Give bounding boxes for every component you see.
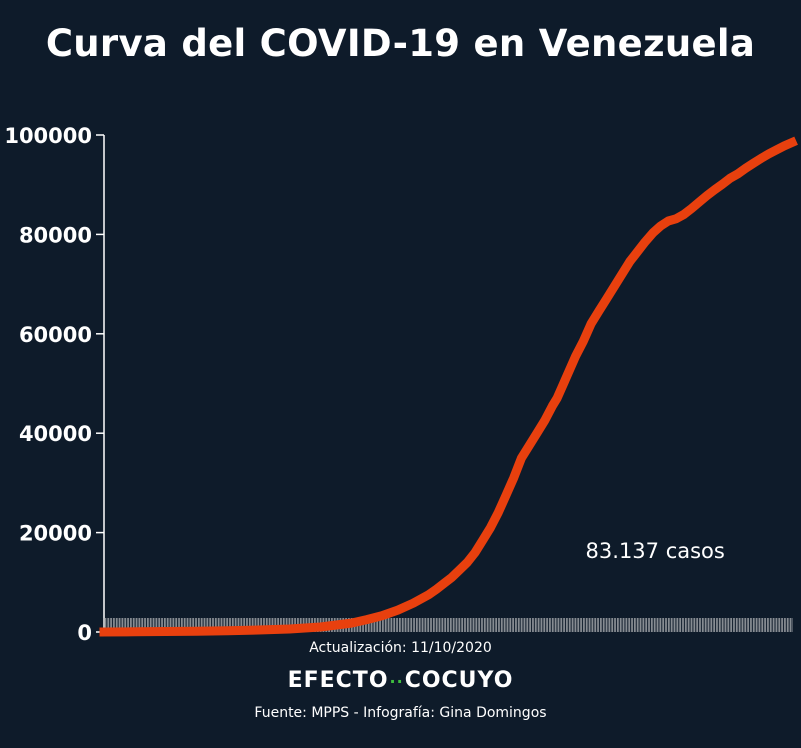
brand-logo: EFECTO··COCUYO: [0, 668, 801, 693]
y-tick-label: 100000: [4, 124, 92, 148]
y-axis: 0 20000 40000 60000 80000 100000: [4, 124, 105, 645]
brand-right: COCUYO: [404, 668, 514, 693]
cases-annotation: 83.137 casos: [586, 539, 725, 563]
brand-dots: ··: [389, 671, 404, 691]
y-tick-label: 40000: [19, 422, 92, 446]
y-tick-label: 20000: [19, 522, 92, 546]
chart-title: Curva del COVID-19 en Venezuela: [45, 22, 756, 65]
source-credit: Fuente: MPPS - Infografía: Gina Domingos: [254, 705, 547, 721]
series-line-group: [99, 136, 798, 637]
y-tick-label: 80000: [19, 223, 92, 247]
brand-left: EFECTO: [287, 668, 389, 693]
y-tick-label: 60000: [19, 323, 92, 347]
series-line: [99, 136, 798, 637]
y-tick-label: 0: [77, 621, 92, 645]
update-date: Actualización: 11/10/2020: [309, 640, 492, 656]
